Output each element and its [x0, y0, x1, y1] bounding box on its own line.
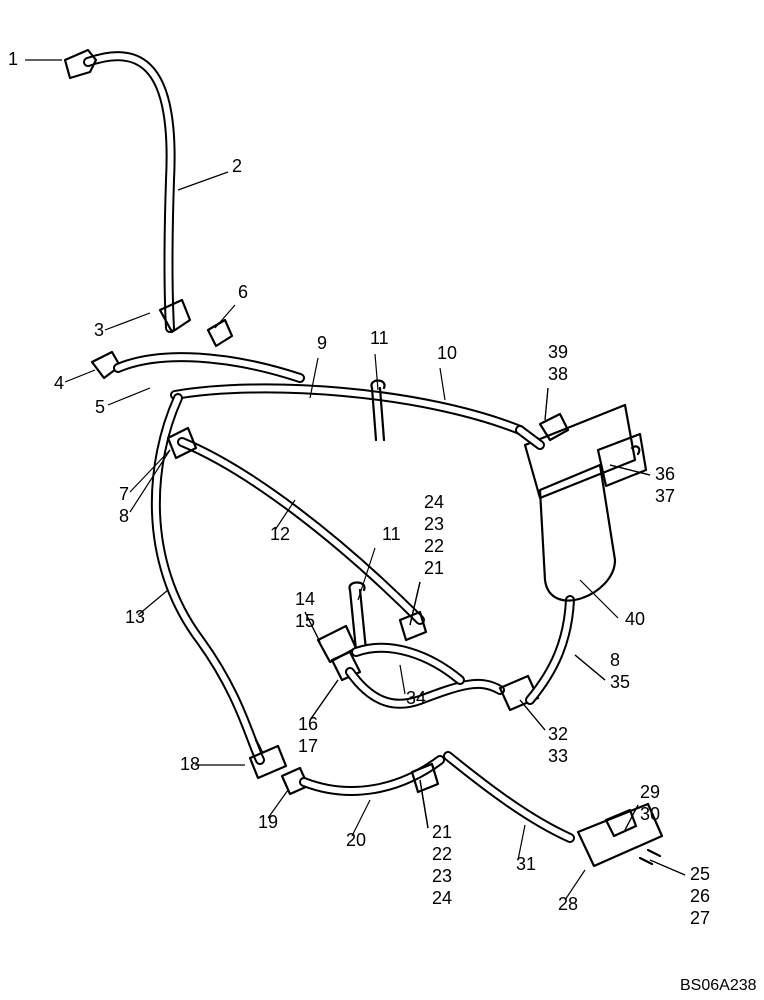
part-elbow-39 — [540, 414, 568, 440]
parts-diagram: 1234567891011111213141516171819202122232… — [0, 0, 764, 1000]
callout-6: 6 — [238, 282, 248, 302]
callout-3: 3 — [94, 320, 104, 340]
callout-12: 12 — [270, 524, 290, 544]
callout-25: 25 — [690, 864, 710, 884]
callout-24b: 24 — [432, 888, 452, 908]
callout-4: 4 — [54, 373, 64, 393]
callout-40: 40 — [625, 609, 645, 629]
callout-24: 24 — [424, 492, 444, 512]
callout-20: 20 — [346, 830, 366, 850]
callout-5: 5 — [95, 397, 105, 417]
callout-16: 16 — [298, 714, 318, 734]
callout-15: 15 — [295, 611, 315, 631]
leader-5 — [108, 388, 150, 405]
leader-7 — [130, 450, 170, 492]
callout-14: 14 — [295, 589, 315, 609]
leader-8 — [130, 450, 170, 512]
callout-38: 38 — [548, 364, 568, 384]
leader-39 — [545, 388, 548, 420]
callout-36: 36 — [655, 464, 675, 484]
part-bolts-25-27 — [640, 850, 660, 864]
leader-34 — [400, 665, 405, 694]
callout-34: 34 — [406, 688, 426, 708]
callout-8b: 8 — [610, 650, 620, 670]
callout-22: 22 — [424, 536, 444, 556]
callout-23b: 23 — [432, 866, 452, 886]
callout-11: 11 — [370, 328, 389, 348]
leader-27 — [650, 860, 685, 875]
part-filter-head-38 — [525, 405, 635, 498]
callout-9: 9 — [317, 333, 327, 353]
callout-2: 2 — [232, 156, 242, 176]
callout-27: 27 — [690, 908, 710, 928]
callout-11b: 11 — [382, 524, 401, 544]
leader-2 — [178, 172, 228, 190]
part-elbow-6 — [208, 320, 232, 346]
callout-17: 17 — [298, 736, 318, 756]
leader-4 — [65, 370, 95, 382]
leader-6 — [215, 305, 235, 328]
document-id: BS06A238 — [680, 977, 757, 994]
callout-18: 18 — [180, 754, 200, 774]
callout-35: 35 — [610, 672, 630, 692]
callout-13: 13 — [125, 607, 145, 627]
part-bracket-36-37 — [598, 434, 646, 486]
part-filter-40-body — [540, 465, 615, 600]
callout-28: 28 — [558, 894, 578, 914]
callout-37: 37 — [655, 486, 675, 506]
leader-40 — [580, 580, 618, 618]
callout-8: 8 — [119, 506, 129, 526]
callout-31: 31 — [516, 854, 536, 874]
callout-32: 32 — [548, 724, 568, 744]
callout-33: 33 — [548, 746, 568, 766]
callout-21b: 21 — [432, 822, 452, 842]
callout-29: 29 — [640, 782, 660, 802]
callout-7: 7 — [119, 484, 129, 504]
leader-11 — [375, 354, 378, 390]
callout-10: 10 — [437, 343, 457, 363]
leader-3 — [105, 313, 150, 330]
leader-33 — [520, 700, 545, 730]
callout-26: 26 — [690, 886, 710, 906]
leader-10 — [440, 368, 445, 400]
callout-39: 39 — [548, 342, 568, 362]
leader-24b — [420, 780, 428, 828]
callout-21: 21 — [424, 558, 444, 578]
leader-8b — [575, 655, 605, 680]
callout-30: 30 — [640, 804, 660, 824]
callout-1: 1 — [8, 49, 18, 69]
callout-22b: 22 — [432, 844, 452, 864]
callout-23: 23 — [424, 514, 444, 534]
parts-layer — [65, 50, 662, 866]
part-fitting-29-30 — [606, 810, 636, 836]
callout-19: 19 — [258, 812, 278, 832]
